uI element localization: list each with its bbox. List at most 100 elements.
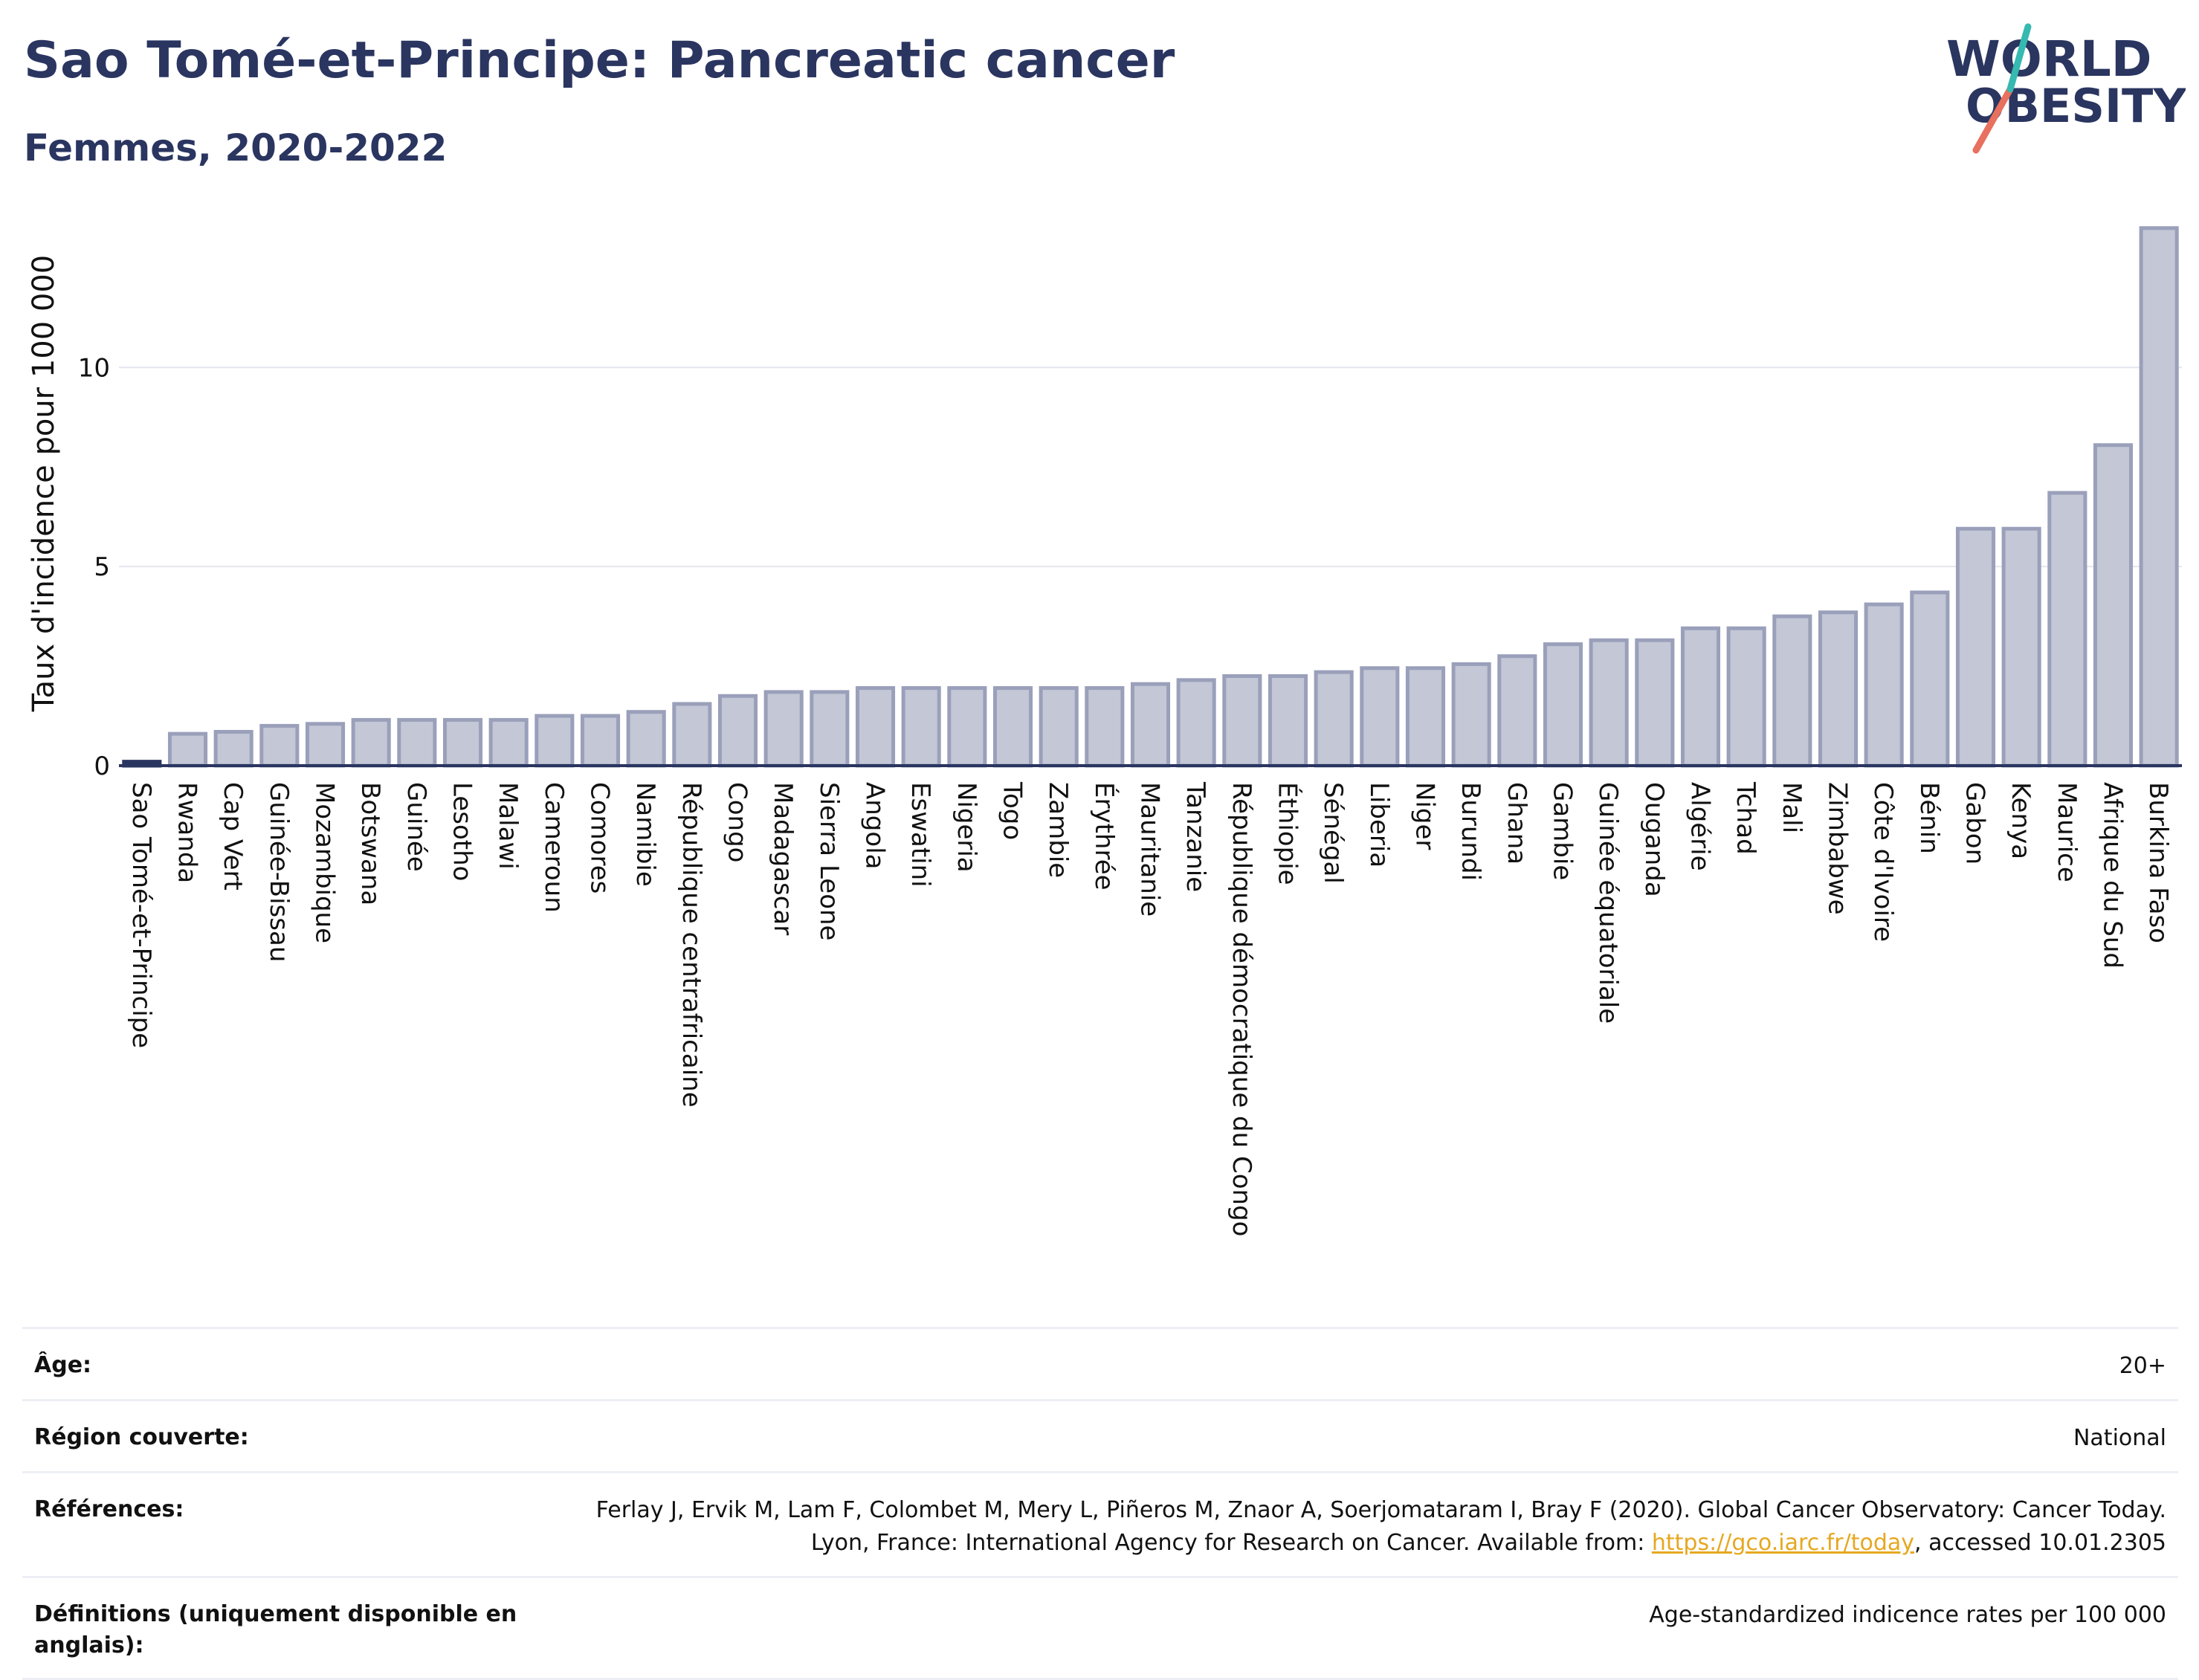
x-tick-label: Rwanda bbox=[172, 782, 202, 883]
x-tick-label: Togo bbox=[998, 781, 1027, 840]
x-tick-label: Afrique du Sud bbox=[2098, 782, 2128, 969]
logo-text-line1: WORLD bbox=[1946, 30, 2152, 88]
x-tick-label: Mali bbox=[1777, 782, 1806, 833]
x-tick-label: Zimbabwe bbox=[1823, 782, 1853, 915]
bar bbox=[1589, 638, 1629, 768]
bar bbox=[992, 686, 1033, 768]
x-tick-label: Côte d'Ivoire bbox=[1868, 782, 1898, 942]
x-tick-label: Burkina Faso bbox=[2143, 782, 2173, 943]
x-tick-label: Malawi bbox=[493, 782, 523, 870]
x-tick-label: Sierra Leone bbox=[814, 782, 844, 940]
bar bbox=[1680, 626, 1721, 768]
bar-chart: Sao Tomé-et-Principe Rwanda Cap Vert Guinée… bbox=[27, 226, 2182, 1236]
bar bbox=[1360, 666, 1400, 768]
x-tick-label: Tchad bbox=[1731, 781, 1760, 855]
x-tick-label: Congo bbox=[723, 782, 752, 862]
x-tick-label: Algérie bbox=[1685, 782, 1715, 871]
bar bbox=[717, 694, 758, 768]
bar bbox=[1910, 590, 1950, 768]
bar bbox=[1130, 682, 1171, 768]
info-value-definitions: Age-standardized indicence rates per 100… bbox=[1649, 1602, 2166, 1628]
bar bbox=[442, 717, 483, 768]
x-tick-label: Liberia bbox=[1364, 782, 1394, 868]
x-tick-label: Mozambique bbox=[310, 782, 340, 943]
x-tick-label: Cap Vert bbox=[218, 782, 248, 891]
bar bbox=[167, 731, 208, 768]
bar bbox=[1039, 686, 1079, 768]
info-row-region: Région couverte: National bbox=[22, 1399, 2178, 1471]
y-tick-labels: 0 5 10 bbox=[78, 353, 110, 781]
bar bbox=[535, 714, 575, 768]
x-tick-label: Ghana bbox=[1502, 782, 1531, 865]
bar bbox=[855, 686, 896, 768]
x-tick-label: Bénin bbox=[1914, 782, 1944, 854]
x-tick-label: Niger bbox=[1410, 782, 1440, 850]
bar bbox=[1635, 638, 1675, 768]
info-label-age: Âge: bbox=[34, 1352, 92, 1378]
bar bbox=[580, 714, 621, 768]
bar bbox=[672, 702, 712, 768]
bar bbox=[1085, 686, 1125, 768]
info-label-references: Références: bbox=[34, 1496, 184, 1522]
bar bbox=[1726, 626, 1766, 768]
bar bbox=[2001, 526, 2041, 768]
bar bbox=[763, 690, 804, 768]
bar bbox=[1772, 614, 1812, 768]
y-tick-label: 5 bbox=[94, 552, 110, 582]
bar bbox=[947, 686, 987, 768]
x-tick-label: République démocratique du Congo bbox=[1227, 782, 1256, 1236]
references-text-end: , accessed 10.01.2305 bbox=[1914, 1530, 2166, 1556]
grid-lines bbox=[119, 366, 2182, 568]
info-value-region: National bbox=[2073, 1425, 2166, 1451]
x-tick-label: Kenya bbox=[2006, 782, 2035, 859]
references-link[interactable]: https://gco.iarc.fr/today bbox=[1651, 1530, 1915, 1556]
bar bbox=[259, 723, 300, 768]
x-tick-label: Éthiopie bbox=[1273, 782, 1303, 885]
info-value-references: Ferlay J, Ervik M, Lam F, Colombet M, Me… bbox=[568, 1494, 2166, 1560]
info-row-references: Références: Ferlay J, Ervik M, Lam F, Co… bbox=[22, 1471, 2178, 1576]
x-tick-label: Ouganda bbox=[1639, 782, 1669, 897]
bar bbox=[1176, 678, 1216, 768]
x-tick-label: Madagascar bbox=[768, 782, 798, 935]
bar bbox=[2047, 491, 2087, 768]
chart-subtitle: Femmes, 2020-2022 bbox=[24, 126, 448, 169]
x-tick-label: Sénégal bbox=[1318, 782, 1348, 884]
x-tick-label: Tanzanie bbox=[1181, 781, 1210, 892]
bar bbox=[626, 710, 666, 768]
info-row-age: Âge: 20+ bbox=[22, 1327, 2178, 1399]
x-tick-label: Botswana bbox=[355, 782, 385, 905]
chart-title: Sao Tomé-et-Principe: Pancreatic cancer bbox=[24, 31, 1175, 90]
bar bbox=[901, 686, 941, 768]
info-value-age: 20+ bbox=[2119, 1353, 2166, 1379]
bar bbox=[1222, 673, 1262, 768]
x-tick-label: Eswatini bbox=[905, 782, 935, 888]
info-row-definitions: Définitions (uniquement disponible en an… bbox=[22, 1576, 2178, 1680]
info-label-region: Région couverte: bbox=[34, 1424, 249, 1450]
x-tick-label: Burundi bbox=[1456, 782, 1485, 881]
bar bbox=[1497, 654, 1537, 768]
bar bbox=[488, 717, 529, 768]
bar bbox=[1405, 666, 1446, 768]
x-tick-label: Mauritanie bbox=[1135, 782, 1165, 917]
x-tick-label: Gambie bbox=[1548, 782, 1578, 880]
x-tick-label: Guinée équatoriale bbox=[1593, 782, 1623, 1024]
x-tick-labels: Sao Tomé-et-Principe Rwanda Cap Vert Guinée… bbox=[126, 781, 2173, 1236]
x-tick-label: Guinée-Bissau bbox=[264, 782, 294, 962]
info-table: Âge: 20+ Région couverte: National Référ… bbox=[22, 1327, 2178, 1680]
x-tick-label: République centrafricaine bbox=[677, 782, 706, 1108]
bar bbox=[397, 717, 437, 768]
info-label-definitions: Définitions (uniquement disponible en an… bbox=[34, 1601, 517, 1658]
x-tick-label: Maurice bbox=[2052, 782, 2082, 882]
y-tick-label: 10 bbox=[78, 353, 110, 383]
x-tick-label: Lesotho bbox=[448, 782, 477, 881]
world-obesity-logo: WORLD OBESITY bbox=[1946, 23, 2186, 154]
y-tick-label: 0 bbox=[94, 752, 110, 781]
y-axis-label: Taux d'incidence pour 100 000 bbox=[27, 255, 61, 712]
bar bbox=[1955, 526, 1996, 768]
x-tick-label: Zambie bbox=[1043, 782, 1073, 878]
bars bbox=[119, 226, 2182, 768]
bar bbox=[2093, 443, 2134, 768]
x-tick-label: Gabon bbox=[1960, 782, 1990, 865]
x-tick-label: Cameroun bbox=[539, 782, 569, 913]
x-tick-label: Nigeria bbox=[952, 782, 981, 873]
